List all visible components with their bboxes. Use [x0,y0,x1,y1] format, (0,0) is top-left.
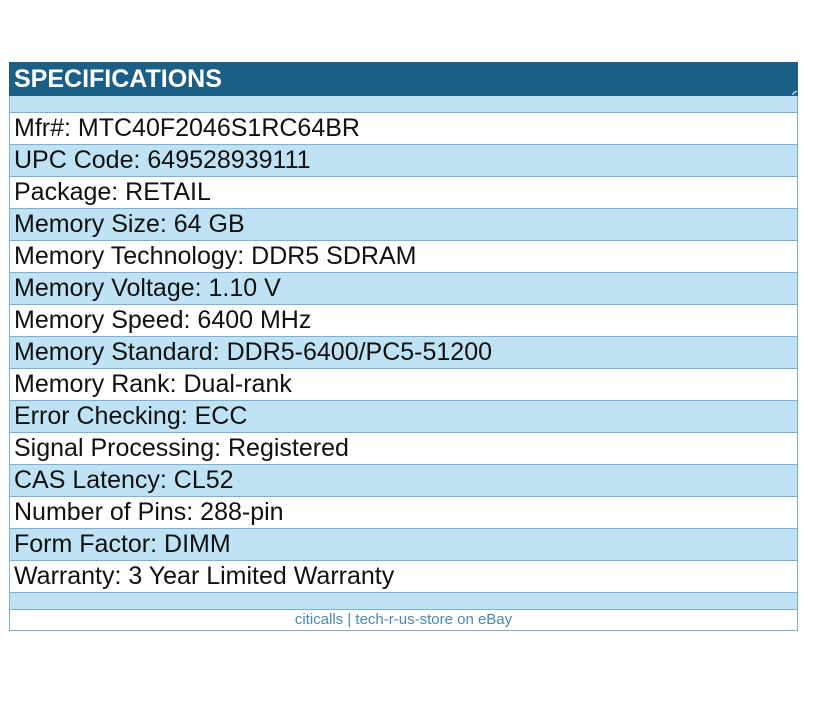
spec-row-upc: UPC Code: 649528939111 [9,144,798,177]
spec-row-memory-rank: Memory Rank: Dual-rank [9,368,798,401]
spacer-row-bottom [9,592,798,610]
spacer-row-top [9,95,798,113]
spec-row-memory-speed: Memory Speed: 6400 MHz [9,304,798,337]
spec-memory-technology: Memory Technology: DDR5 SDRAM [9,240,798,273]
spec-memory-speed: Memory Speed: 6400 MHz [9,304,798,337]
spec-row-package: Package: RETAIL [9,176,798,209]
spec-form-factor: Form Factor: DIMM [9,528,798,561]
spec-error-checking: Error Checking: ECC [9,400,798,433]
spacer-cell [9,592,798,610]
spec-row-memory-technology: Memory Technology: DDR5 SDRAM [9,240,798,273]
specifications-title-text: SPECIFICATIONS [14,65,222,93]
spacer-cell [9,95,798,113]
header-row: SPECIFICATIONS [9,62,798,96]
spec-row-form-factor: Form Factor: DIMM [9,528,798,561]
spec-mfr: Mfr#: MTC40F2046S1RC64BR [9,112,798,145]
spec-package: Package: RETAIL [9,176,798,209]
spec-memory-rank: Memory Rank: Dual-rank [9,368,798,401]
spec-row-memory-standard: Memory Standard: DDR5-6400/PC5-51200 [9,336,798,369]
spec-warranty: Warranty: 3 Year Limited Warranty [9,560,798,593]
spec-number-of-pins: Number of Pins: 288-pin [9,496,798,529]
specifications-title: SPECIFICATIONS [9,62,798,96]
spec-row-warranty: Warranty: 3 Year Limited Warranty [9,560,798,593]
spec-row-number-of-pins: Number of Pins: 288-pin [9,496,798,529]
resize-handle[interactable] [792,91,797,95]
footer-credit: citicalls | tech-r-us-store on eBay [9,609,798,631]
spec-row-signal-processing: Signal Processing: Registered [9,432,798,465]
spec-memory-standard: Memory Standard: DDR5-6400/PC5-51200 [9,336,798,369]
spec-row-error-checking: Error Checking: ECC [9,400,798,433]
spec-memory-voltage: Memory Voltage: 1.10 V [9,272,798,305]
spec-row-memory-voltage: Memory Voltage: 1.10 V [9,272,798,305]
spec-signal-processing: Signal Processing: Registered [9,432,798,465]
footer-row: citicalls | tech-r-us-store on eBay [9,609,798,631]
spec-row-memory-size: Memory Size: 64 GB [9,208,798,241]
spec-upc-code: UPC Code: 649528939111 [9,144,798,177]
spec-row-mfr: Mfr#: MTC40F2046S1RC64BR [9,112,798,145]
spec-cas-latency: CAS Latency: CL52 [9,464,798,497]
specifications-table: SPECIFICATIONS Mfr#: MTC40F2046S1RC64BR … [9,62,798,631]
spec-memory-size: Memory Size: 64 GB [9,208,798,241]
spec-row-cas-latency: CAS Latency: CL52 [9,464,798,497]
